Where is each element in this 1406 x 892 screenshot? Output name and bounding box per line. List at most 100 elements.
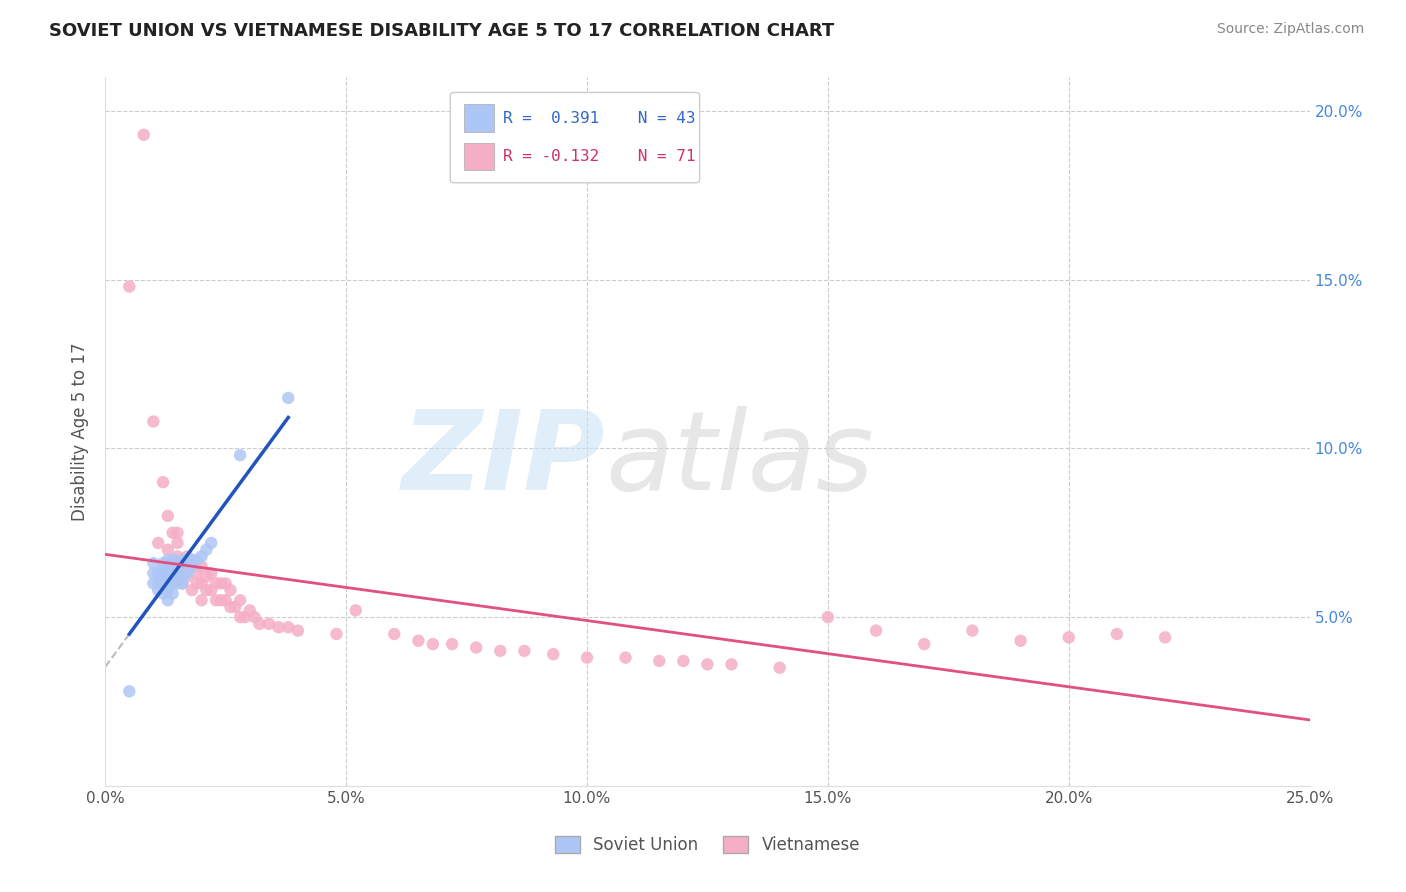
Point (152, 576, 174, 591)
Point (441, 637, 464, 651)
Point (1057, 631, 1080, 645)
Point (181, 559, 204, 574)
Point (648, 654, 671, 668)
Point (148, 583, 170, 598)
Text: Source: ZipAtlas.com: Source: ZipAtlas.com (1216, 22, 1364, 37)
Point (575, 650, 598, 665)
Point (156, 569, 179, 583)
Point (176, 549, 198, 564)
Point (1105, 627, 1128, 641)
Point (195, 569, 218, 583)
Point (214, 576, 236, 591)
Point (422, 637, 444, 651)
Point (186, 566, 208, 581)
Point (219, 583, 242, 598)
Text: SOVIET UNION VS VIETNAMESE DISABILITY AGE 5 TO 17 CORRELATION CHART: SOVIET UNION VS VIETNAMESE DISABILITY AG… (49, 22, 834, 40)
Point (465, 640, 488, 655)
Point (287, 624, 309, 638)
Text: ZIP: ZIP (402, 407, 605, 514)
Point (865, 624, 887, 638)
Point (769, 661, 792, 675)
Point (172, 569, 194, 583)
Point (162, 525, 184, 540)
Point (166, 525, 188, 540)
Point (172, 553, 194, 567)
Point (239, 603, 262, 617)
Point (156, 576, 179, 591)
Point (257, 616, 280, 631)
Point (229, 610, 252, 624)
Point (132, 128, 155, 142)
Point (152, 475, 174, 490)
Point (176, 569, 198, 583)
Point (195, 542, 218, 557)
Text: atlas: atlas (605, 407, 873, 514)
Point (172, 576, 194, 591)
Point (148, 576, 170, 591)
Point (118, 279, 141, 293)
Point (156, 593, 179, 607)
Point (152, 556, 174, 570)
Point (513, 644, 536, 658)
Point (205, 576, 228, 591)
Point (233, 610, 256, 624)
Point (200, 536, 222, 550)
Point (166, 576, 188, 591)
Point (247, 616, 270, 631)
Point (148, 566, 170, 581)
Point (152, 569, 174, 583)
Point (190, 593, 212, 607)
Point (382, 627, 405, 641)
Legend: Soviet Union, Vietnamese: Soviet Union, Vietnamese (547, 828, 869, 863)
Point (190, 549, 212, 564)
Point (720, 657, 742, 672)
Point (229, 593, 252, 607)
Point (118, 684, 141, 698)
Point (200, 566, 222, 581)
Point (142, 556, 165, 570)
Point (541, 647, 564, 661)
Point (209, 593, 232, 607)
Point (156, 542, 179, 557)
Point (156, 583, 179, 598)
Point (176, 553, 198, 567)
Point (162, 586, 184, 600)
Point (817, 610, 839, 624)
Point (156, 553, 179, 567)
Point (142, 566, 165, 581)
Point (152, 586, 174, 600)
Point (156, 566, 179, 581)
Point (229, 448, 252, 462)
Text: R =  0.391    N = 43: R = 0.391 N = 43 (502, 111, 695, 126)
Point (190, 559, 212, 574)
Point (696, 657, 718, 672)
Point (156, 508, 179, 523)
Point (267, 620, 290, 634)
Point (614, 650, 637, 665)
Point (186, 553, 208, 567)
Point (166, 563, 188, 577)
Point (166, 549, 188, 564)
Point (148, 536, 170, 550)
Point (172, 576, 194, 591)
Point (162, 569, 184, 583)
Point (162, 576, 184, 591)
Point (325, 627, 347, 641)
Point (912, 637, 935, 651)
Point (1010, 633, 1032, 648)
Point (190, 576, 212, 591)
Point (672, 654, 695, 668)
Point (176, 566, 198, 581)
Y-axis label: Disability Age 5 to 17: Disability Age 5 to 17 (72, 343, 89, 521)
Point (172, 559, 194, 574)
Point (172, 559, 194, 574)
Point (214, 593, 236, 607)
Point (162, 556, 184, 570)
Point (243, 610, 266, 624)
Point (205, 593, 228, 607)
Point (142, 415, 165, 429)
Point (142, 576, 165, 591)
Point (152, 563, 174, 577)
Point (186, 576, 208, 591)
Point (166, 569, 188, 583)
